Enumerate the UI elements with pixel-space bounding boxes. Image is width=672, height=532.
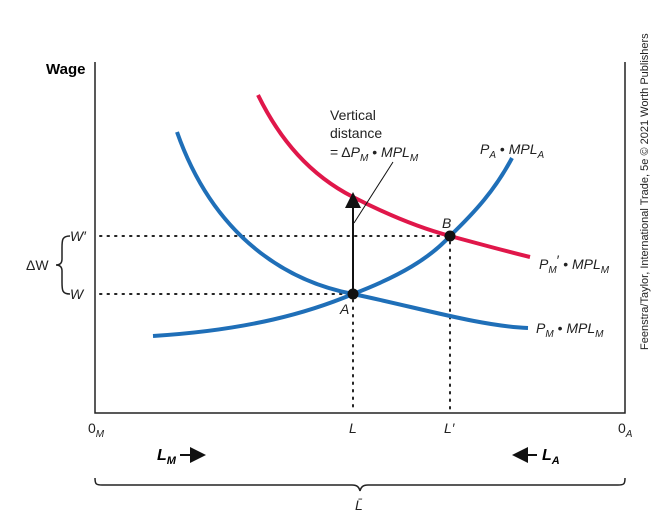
curve-pm-prime-mplm (256, 94, 531, 259)
annotation-equation: = ΔPM • MPLM (330, 144, 419, 164)
delta-w-brace (55, 235, 71, 295)
annotation-line1: Vertical (330, 107, 376, 123)
tick-w-prime: W′ (70, 228, 87, 244)
curve-pm-mplm (175, 131, 529, 330)
lm-label: LM (157, 447, 177, 467)
label-pa-mpla: PA • MPLA (480, 141, 545, 161)
credit-line: Feenstra/Taylor, International Trade, 5e… (639, 33, 651, 350)
point-b-label: B (442, 215, 451, 231)
la-label: LA (542, 447, 560, 467)
point-a (347, 288, 359, 300)
delta-w-label: ΔW (26, 257, 49, 273)
tick-l-prime: L′ (444, 420, 456, 436)
label-pm-prime-mplm: PM′ • MPLM (539, 252, 610, 276)
axes (94, 62, 626, 414)
origin-a: 0A (618, 420, 633, 440)
tick-w: W (70, 286, 85, 302)
guide-lines (99, 235, 451, 411)
total-labor-brace (94, 477, 626, 492)
point-b (444, 230, 456, 242)
y-axis-label: Wage (46, 61, 85, 78)
point-a-label: A (339, 301, 349, 317)
curve-pa-mpla (152, 157, 514, 338)
tick-l: L (349, 420, 357, 436)
label-pm-mplm: PM • MPLM (536, 320, 604, 340)
annotation-line2: distance (330, 125, 382, 141)
origin-m: 0M (88, 420, 105, 440)
total-labor-label: L̄ (355, 497, 363, 513)
annotation-leader (353, 161, 394, 224)
